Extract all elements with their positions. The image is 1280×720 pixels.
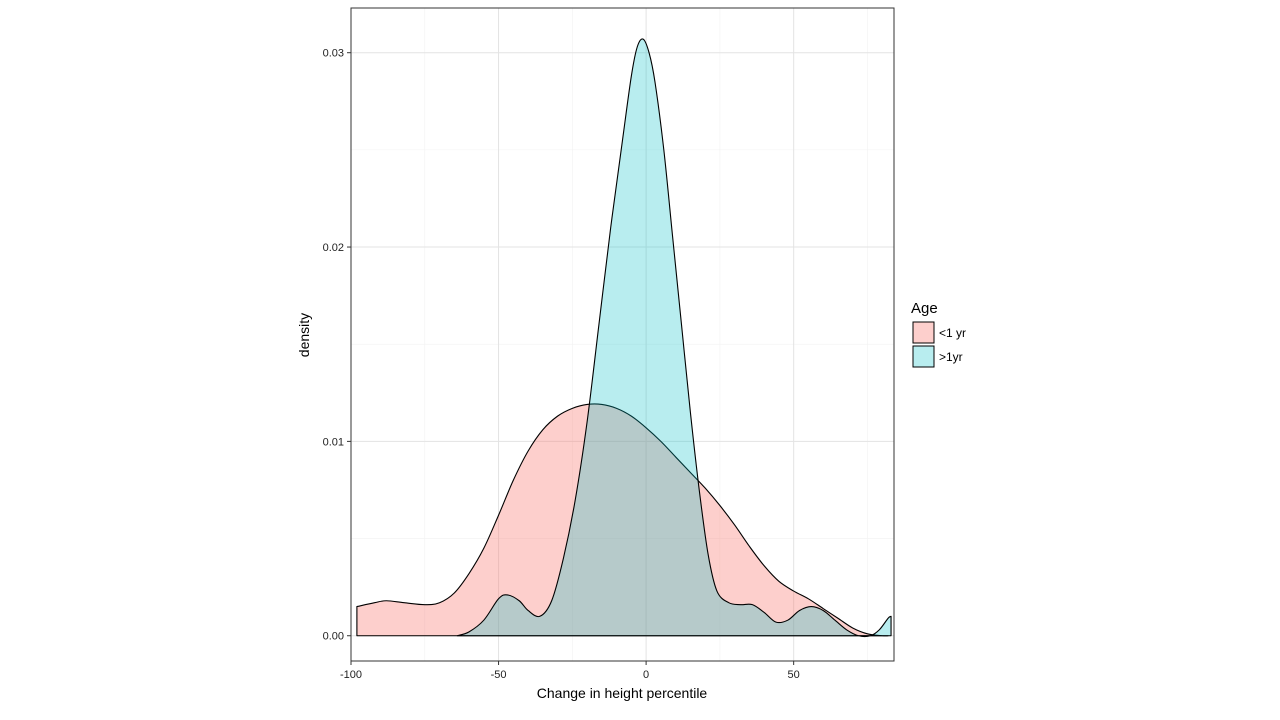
density-area-series-1 (456, 38, 892, 638)
density-area-series-0 (356, 403, 889, 637)
plot-panel (351, 8, 894, 661)
y-tick-label: 0.00 (323, 631, 344, 643)
y-tick-label: 0.01 (323, 436, 344, 448)
plot-border (350, 7, 895, 662)
y-axis-title: density (296, 313, 312, 357)
legend-key-over-1yr (912, 345, 935, 368)
x-tick-label: 0 (643, 669, 649, 681)
legend-label-over-1yr: >1yr (939, 350, 963, 364)
legend-title: Age (911, 300, 938, 317)
legend-label-under-1yr: <1 yr (939, 326, 966, 340)
y-axis-ticks: 0.00 0.01 0.02 0.03 (323, 48, 351, 643)
legend: Age <1 yr >1yr (911, 300, 966, 368)
legend-key-under-1yr (912, 321, 935, 344)
x-tick-label: 50 (788, 669, 800, 681)
x-tick-label: -100 (340, 669, 362, 681)
x-axis-ticks: -100 -50 0 50 (340, 661, 800, 681)
x-axis-title: Change in height percentile (537, 685, 708, 701)
x-tick-label: -50 (491, 669, 507, 681)
density-areas (356, 38, 892, 638)
y-tick-label: 0.02 (323, 242, 344, 254)
y-tick-label: 0.03 (323, 48, 344, 60)
